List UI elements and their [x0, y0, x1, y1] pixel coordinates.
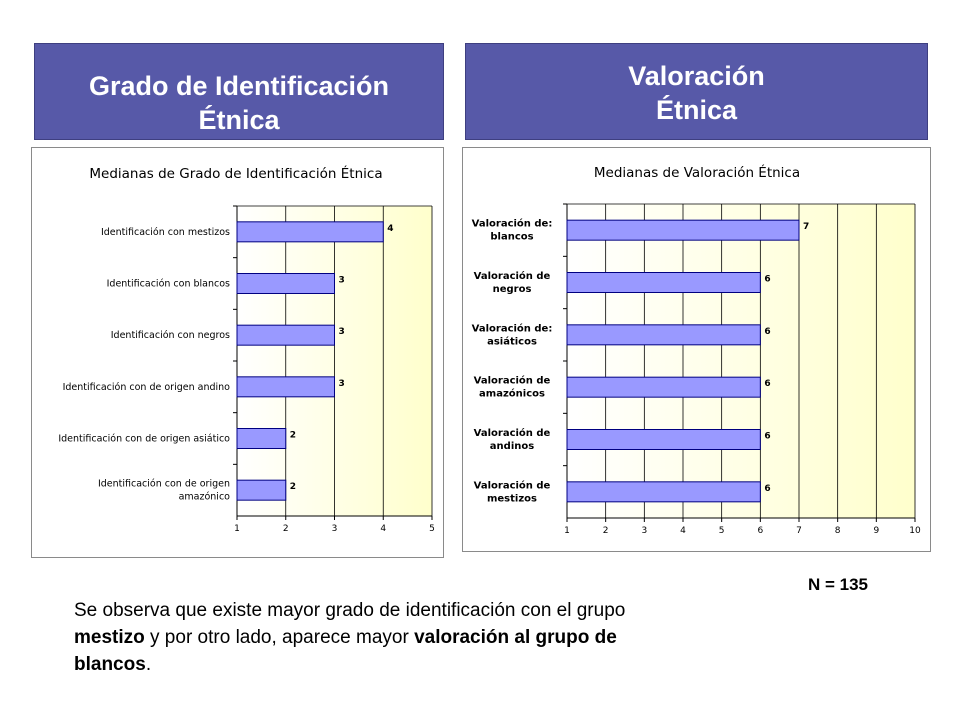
valoracion-category-label-line: asiáticos: [487, 335, 537, 347]
summary-part1: Se observa que existe mayor grado de ide…: [74, 600, 626, 621]
identificacion-data-label: 4: [387, 224, 393, 234]
valoracion-data-label: 6: [764, 379, 770, 389]
identificacion-bar: [236, 273, 335, 294]
identificacion-data-label: 3: [339, 379, 345, 389]
valoracion-x-tick-label: 8: [835, 526, 841, 536]
valoracion-category-label-line: andinos: [490, 441, 534, 452]
identificacion-category-label: Identificación con de origen asiático: [58, 434, 230, 445]
valoracion-bar: [566, 376, 761, 398]
valoracion-x-tick-label: 6: [757, 526, 763, 536]
header-valoracion-line1: Valoración: [628, 61, 765, 91]
valoracion-bar: [566, 324, 761, 346]
valoracion-x-tick-label: 5: [719, 526, 725, 536]
valoracion-category-label-line: Valoración de:: [472, 218, 553, 230]
chart-valoracion: Medianas de Valoración Étnica 1 2 3 4 5 6 7 8 9 10…: [462, 147, 931, 552]
identificacion-category-label-line: Identificación con de origen andino: [63, 382, 231, 393]
identificacion-x-tick-label: 1: [234, 524, 240, 534]
valoracion-data-label: 6: [764, 275, 770, 285]
valoracion-category-label-line: Valoración de: [474, 479, 551, 491]
summary-text: Se observa que existe mayor grado de ide…: [74, 597, 674, 678]
identificacion-category-label: Identificación con blancos: [107, 279, 230, 290]
valoracion-data-label: 6: [764, 484, 770, 494]
valoracion-category-label: Valoración de: blancos: [472, 218, 553, 243]
valoracion-bar: [566, 481, 761, 503]
identificacion-category-label-line: Identificación con mestizos: [101, 227, 230, 238]
valoracion-category-label-line: amazónicos: [479, 388, 545, 400]
identificacion-category-label-line: amazónico: [179, 492, 231, 503]
valoracion-x-tick-label: 7: [796, 526, 802, 536]
identificacion-category-label-line: Identificación con de origen: [98, 479, 230, 490]
identificacion-category-label: Identificación con de origen amazónico: [98, 479, 230, 503]
valoracion-x-tick-label: 9: [873, 526, 879, 536]
valoracion-category-label: Valoración de negros: [474, 270, 551, 295]
valoracion-data-label: 7: [803, 222, 809, 232]
identificacion-category-label: Identificación con de origen andino: [63, 382, 231, 393]
identificacion-x-tick-label: 3: [332, 524, 338, 534]
summary-part2: y por otro lado, aparece mayor: [144, 627, 415, 648]
identificacion-x-tick-label: 4: [380, 524, 386, 534]
valoracion-category-label-line: Valoración de: [474, 375, 551, 387]
identificacion-title: Medianas de Grado de Identificación Étni…: [89, 165, 382, 182]
valoracion-category-label-line: Valoración de: [474, 427, 551, 439]
identificacion-data-label: 3: [339, 327, 345, 337]
header-identificacion-line1: Grado de Identificación: [88, 71, 390, 101]
summary-bold2: valoración al grupo de blancos: [74, 627, 617, 675]
identificacion-bar: [236, 428, 287, 449]
chart-identificacion-svg: Medianas de Grado de Identificación Étni…: [58, 165, 435, 534]
identificacion-category-label-line: Identificación con negros: [111, 330, 230, 341]
valoracion-bar: [566, 219, 800, 241]
identificacion-x-tick-label: 5: [429, 524, 435, 534]
sample-size-label: N = 135: [808, 575, 869, 594]
summary-part3: .: [145, 654, 152, 675]
identificacion-category-label-line: Identificación con de origen asiático: [58, 434, 230, 445]
identificacion-bar: [236, 376, 335, 398]
identificacion-bar: [236, 221, 384, 243]
valoracion-bar: [566, 272, 761, 293]
valoracion-category-label: Valoración de amazónicos: [474, 375, 551, 400]
identificacion-category-label: Identificación con negros: [111, 330, 230, 341]
valoracion-x-tick-label: 3: [641, 526, 647, 536]
summary-bold1: mestizo: [74, 627, 145, 648]
valoracion-x-tick-label: 10: [909, 526, 921, 536]
valoracion-category-label-line: Valoración de:: [472, 322, 553, 334]
header-valoracion-line2: Étnica: [655, 95, 738, 125]
valoracion-title: Medianas de Valoración Étnica: [594, 164, 800, 181]
identificacion-category-label: Identificación con mestizos: [101, 227, 230, 238]
chart-valoracion-svg: Medianas de Valoración Étnica 1 2 3 4 5 6 7 8 9 10…: [472, 164, 921, 536]
identificacion-category-label-line: Identificación con blancos: [107, 279, 230, 290]
valoracion-x-tick-label: 1: [564, 526, 570, 536]
valoracion-data-label: 6: [764, 327, 770, 337]
identificacion-data-label: 2: [290, 431, 296, 441]
valoracion-bar: [566, 429, 761, 450]
chart-identificacion: Medianas de Grado de Identificación Étni…: [31, 147, 444, 558]
valoracion-category-label-line: blancos: [490, 232, 533, 243]
identificacion-x-tick-label: 2: [283, 524, 289, 534]
header-identificacion: Grado de Identificación Étnica: [34, 43, 444, 140]
valoracion-data-label: 6: [764, 432, 770, 442]
header-valoracion: Valoración Étnica: [465, 43, 928, 140]
valoracion-category-label: Valoración de: asiáticos: [472, 322, 553, 347]
identificacion-data-label: 2: [290, 482, 296, 492]
valoracion-x-tick-label: 2: [603, 526, 609, 536]
valoracion-x-tick-label: 4: [680, 526, 686, 536]
identificacion-data-label: 3: [339, 276, 345, 286]
valoracion-plot-area: [567, 204, 915, 518]
header-identificacion-line2: Étnica: [198, 105, 280, 135]
valoracion-category-label-line: Valoración de: [474, 270, 551, 282]
identificacion-bar: [236, 479, 287, 501]
valoracion-category-label: Valoración de mestizos: [474, 479, 551, 504]
valoracion-category-label-line: negros: [493, 284, 532, 295]
valoracion-category-label-line: mestizos: [487, 493, 537, 504]
identificacion-bar: [236, 324, 335, 346]
valoracion-category-label: Valoración de andinos: [474, 427, 551, 452]
